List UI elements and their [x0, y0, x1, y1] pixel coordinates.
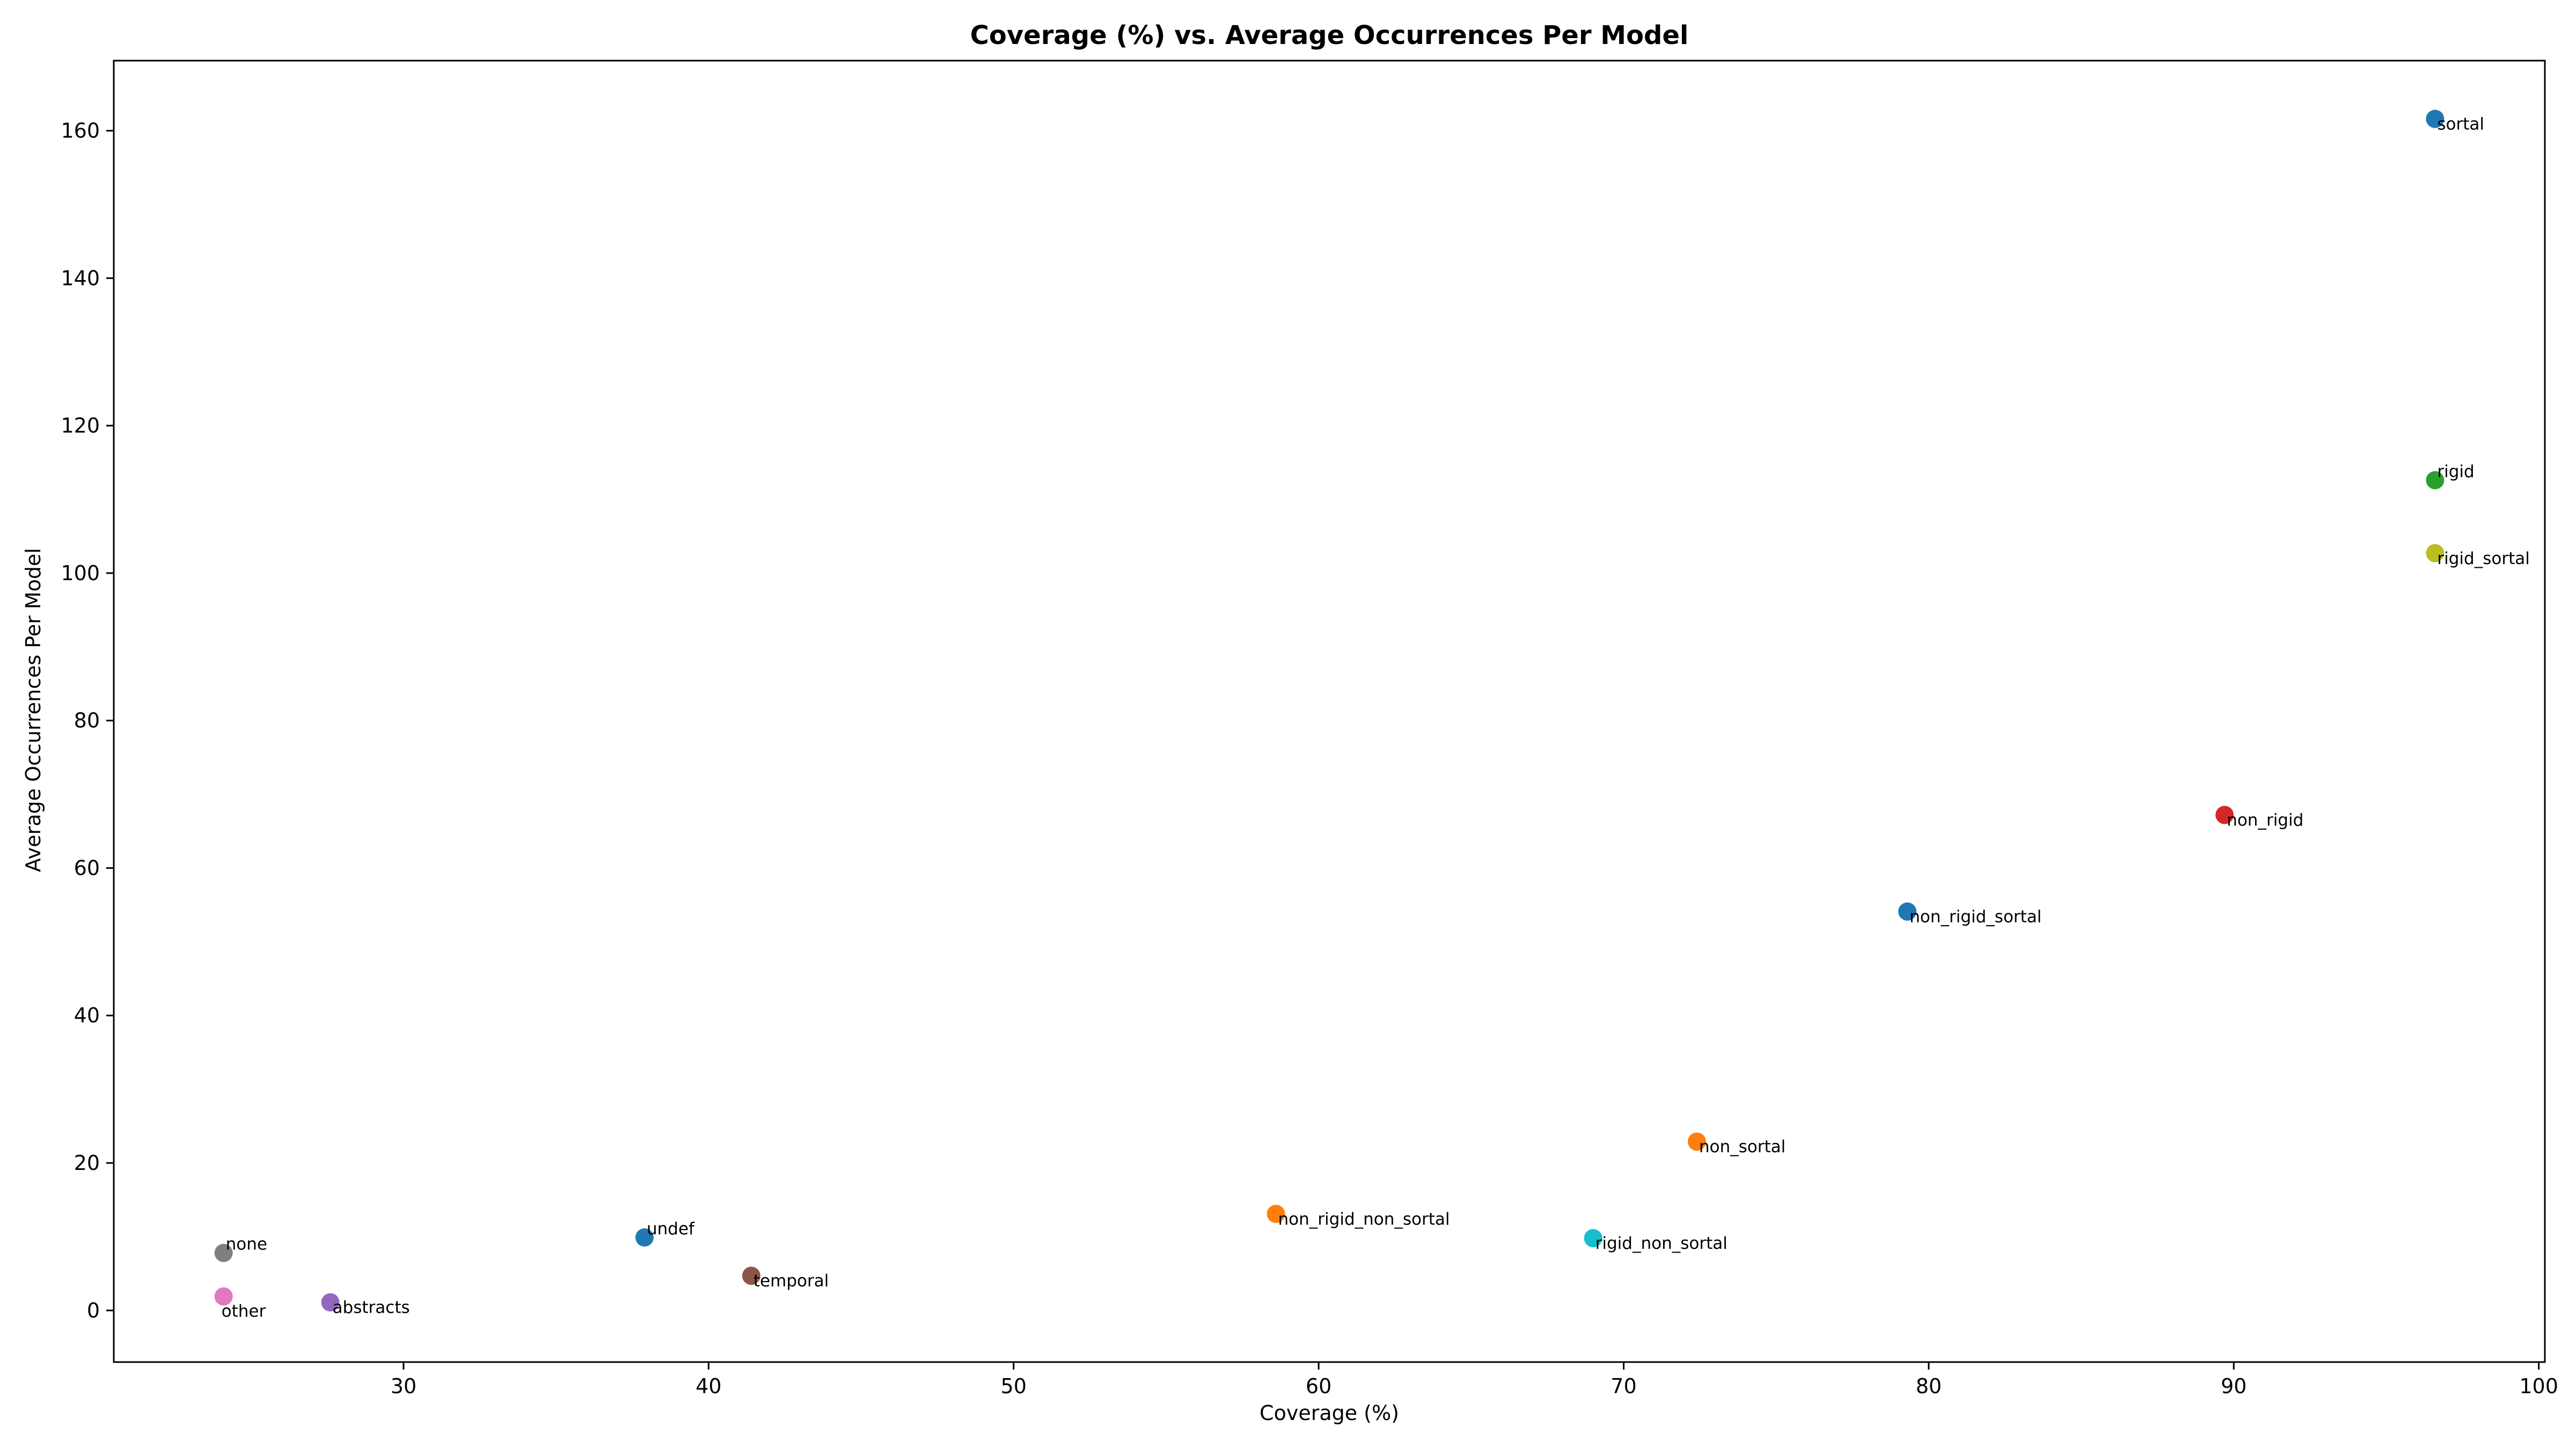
data-label-rigid: rigid — [2437, 462, 2474, 481]
data-label-non_rigid_sortal: non_rigid_sortal — [1909, 908, 2041, 927]
x-tick-label: 100 — [2519, 1374, 2558, 1398]
plot-frame — [113, 60, 2546, 1363]
data-point-none — [214, 1243, 233, 1262]
y-tick-label: 0 — [87, 1299, 100, 1322]
y-tick-label: 40 — [74, 1004, 100, 1027]
data-label-other: other — [222, 1302, 266, 1321]
y-tick-label: 160 — [61, 119, 100, 143]
data-label-rigid_non_sortal: rigid_non_sortal — [1596, 1234, 1728, 1253]
y-tick-label: 20 — [74, 1151, 100, 1175]
x-axis-label: Coverage (%) — [1260, 1401, 1399, 1425]
data-point-rigid_non_sortal — [1584, 1229, 1602, 1248]
data-label-sortal: sortal — [2437, 115, 2484, 134]
x-tick-label: 70 — [1611, 1374, 1636, 1398]
data-label-undef: undef — [647, 1219, 695, 1239]
data-point-non_rigid_non_sortal — [1267, 1204, 1285, 1223]
data-label-none: none — [226, 1235, 267, 1254]
x-tick-label: 80 — [1916, 1374, 1942, 1398]
data-label-non_rigid_non_sortal: non_rigid_non_sortal — [1278, 1210, 1450, 1229]
data-label-rigid_sortal: rigid_sortal — [2437, 549, 2529, 568]
data-point-other — [214, 1287, 233, 1306]
y-tick-label: 120 — [61, 414, 100, 437]
data-point-non_sortal — [1687, 1132, 1706, 1151]
x-tick-label: 60 — [1306, 1374, 1331, 1398]
data-point-rigid_sortal — [2426, 544, 2445, 562]
x-tick-label: 30 — [391, 1374, 416, 1398]
data-point-temporal — [742, 1267, 760, 1285]
plot-area: 30 40 50 60 70 80 90 100 0 20 40 60 80 100 120 140 160 so… — [61, 60, 2558, 1398]
chart-title: Coverage (%) vs. Average Occurrences Per… — [970, 20, 1689, 50]
data-label-non_sortal: non_sortal — [1699, 1137, 1785, 1157]
x-tick-label: 40 — [696, 1374, 721, 1398]
data-label-abstracts: abstracts — [333, 1298, 410, 1318]
x-tick-label: 90 — [2221, 1374, 2246, 1398]
data-point-non_rigid — [2215, 806, 2234, 824]
y-tick-label: 60 — [74, 856, 100, 880]
y-axis-label: Average Occurrences Per Model — [21, 548, 45, 872]
data-label-temporal: temporal — [753, 1271, 829, 1291]
x-tick-label: 50 — [1001, 1374, 1027, 1398]
y-tick-label: 140 — [61, 266, 100, 290]
data-point-abstracts — [321, 1293, 340, 1312]
data-point-sortal — [2426, 109, 2445, 128]
y-tick-label: 100 — [61, 561, 100, 585]
data-point-undef — [635, 1228, 654, 1247]
data-point-non_rigid_sortal — [1898, 902, 1917, 921]
data-label-non_rigid: non_rigid — [2227, 811, 2303, 830]
data-point-rigid — [2426, 471, 2445, 489]
y-tick-label: 80 — [74, 709, 100, 733]
